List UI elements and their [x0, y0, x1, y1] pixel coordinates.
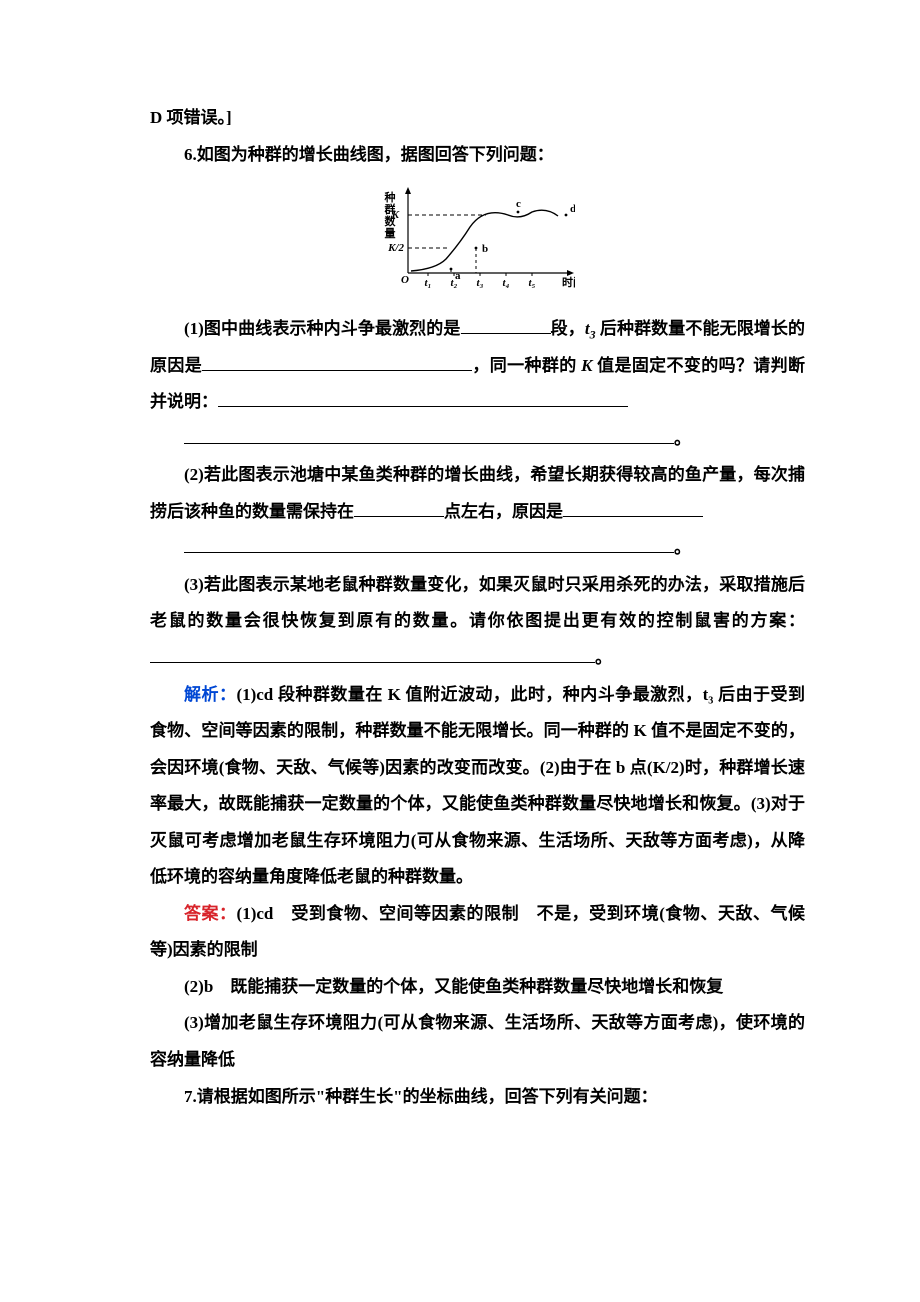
blank-2 — [202, 352, 472, 371]
blank-5 — [563, 498, 703, 517]
blank-3 — [218, 388, 628, 407]
svg-text:t₄: t₄ — [503, 277, 510, 289]
svg-text:t₅: t₅ — [529, 277, 536, 289]
svg-text:d: d — [570, 203, 575, 215]
q6-p3a-text: (3)若此图表示某地老鼠种群数量变化，如果灭鼠时只采用杀死的办法，采取措施后老鼠… — [150, 575, 805, 631]
svg-text:时间: 时间 — [562, 275, 575, 289]
blank-3b — [184, 425, 674, 444]
answer-label: 答案： — [184, 904, 237, 923]
q6-part3: (3)若此图表示某地老鼠种群数量变化，如果灭鼠时只采用杀死的办法，采取措施后老鼠… — [150, 567, 805, 677]
q6-part2-cont: 。 — [150, 530, 805, 567]
svg-text:c: c — [516, 198, 521, 210]
blank-6 — [150, 644, 595, 663]
q6-answer-2: (2)b 既能捕获一定数量的个体，又能使鱼类种群数量尽快地增长和恢复 — [150, 969, 805, 1006]
q6-answer-3: (3)增加老鼠生存环境阻力(可从食物来源、生活场所、天敌等方面考虑)，使环境的容… — [150, 1005, 805, 1078]
svg-text:a: a — [455, 270, 461, 282]
q6-p1a-text: (1)图中曲线表示种内斗争最激烈的是 — [184, 319, 461, 338]
svg-text:O: O — [401, 274, 409, 286]
K-var: K — [581, 356, 592, 375]
q6-part1-cont: 。 — [150, 421, 805, 458]
blank-5b — [184, 535, 674, 554]
blank-1 — [461, 315, 551, 334]
blank-4 — [354, 498, 444, 517]
q6-stem: 6.如图为种群的增长曲线图，据图回答下列问题： — [150, 137, 805, 174]
svg-text:种: 种 — [384, 190, 396, 204]
q6-growth-chart: 种群数量Ot₁t₂t₃t₄t₅时间KK/2abcd — [380, 181, 575, 293]
q6-analysis: 解析：(1)cd 段种群数量在 K 值附近波动，此时，种内斗争最激烈，t₃ 后由… — [150, 677, 805, 896]
q6-answer-1: 答案：(1)cd 受到食物、空间等因素的限制 不是，受到环境(食物、天敌、气候等… — [150, 896, 805, 969]
prev-answer-tail: D 项错误。] — [150, 100, 805, 137]
q6-p1b-text: 段， — [551, 319, 585, 338]
svg-text:t₃: t₃ — [477, 277, 484, 289]
q6-chart-container: 种群数量Ot₁t₂t₃t₄t₅时间KK/2abcd — [150, 181, 805, 307]
svg-text:K/2: K/2 — [387, 242, 404, 254]
svg-text:b: b — [482, 243, 488, 255]
q6-part1: (1)图中曲线表示种内斗争最激烈的是段，t3 后种群数量不能无限增长的原因是，同… — [150, 311, 805, 421]
svg-text:t₁: t₁ — [425, 277, 432, 289]
svg-text:K: K — [391, 209, 400, 221]
svg-text:量: 量 — [385, 227, 396, 240]
q6-part2: (2)若此图表示池塘中某鱼类种群的增长曲线，希望长期获得较高的鱼产量，每次捕捞后… — [150, 457, 805, 530]
analysis-text: (1)cd 段种群数量在 K 值附近波动，此时，种内斗争最激烈，t₃ 后由于受到… — [150, 685, 805, 887]
answer-1-text: (1)cd 受到食物、空间等因素的限制 不是，受到环境(食物、天敌、气候等)因素… — [150, 904, 805, 960]
t3-var: t3 — [585, 319, 596, 338]
q7-stem: 7.请根据如图所示"种群生长"的坐标曲线，回答下列有关问题： — [150, 1079, 805, 1116]
analysis-label: 解析： — [184, 685, 236, 704]
q6-p1d-text: ，同一种群的 — [472, 356, 581, 375]
q6-p2b-text: 点左右，原因是 — [444, 502, 563, 521]
